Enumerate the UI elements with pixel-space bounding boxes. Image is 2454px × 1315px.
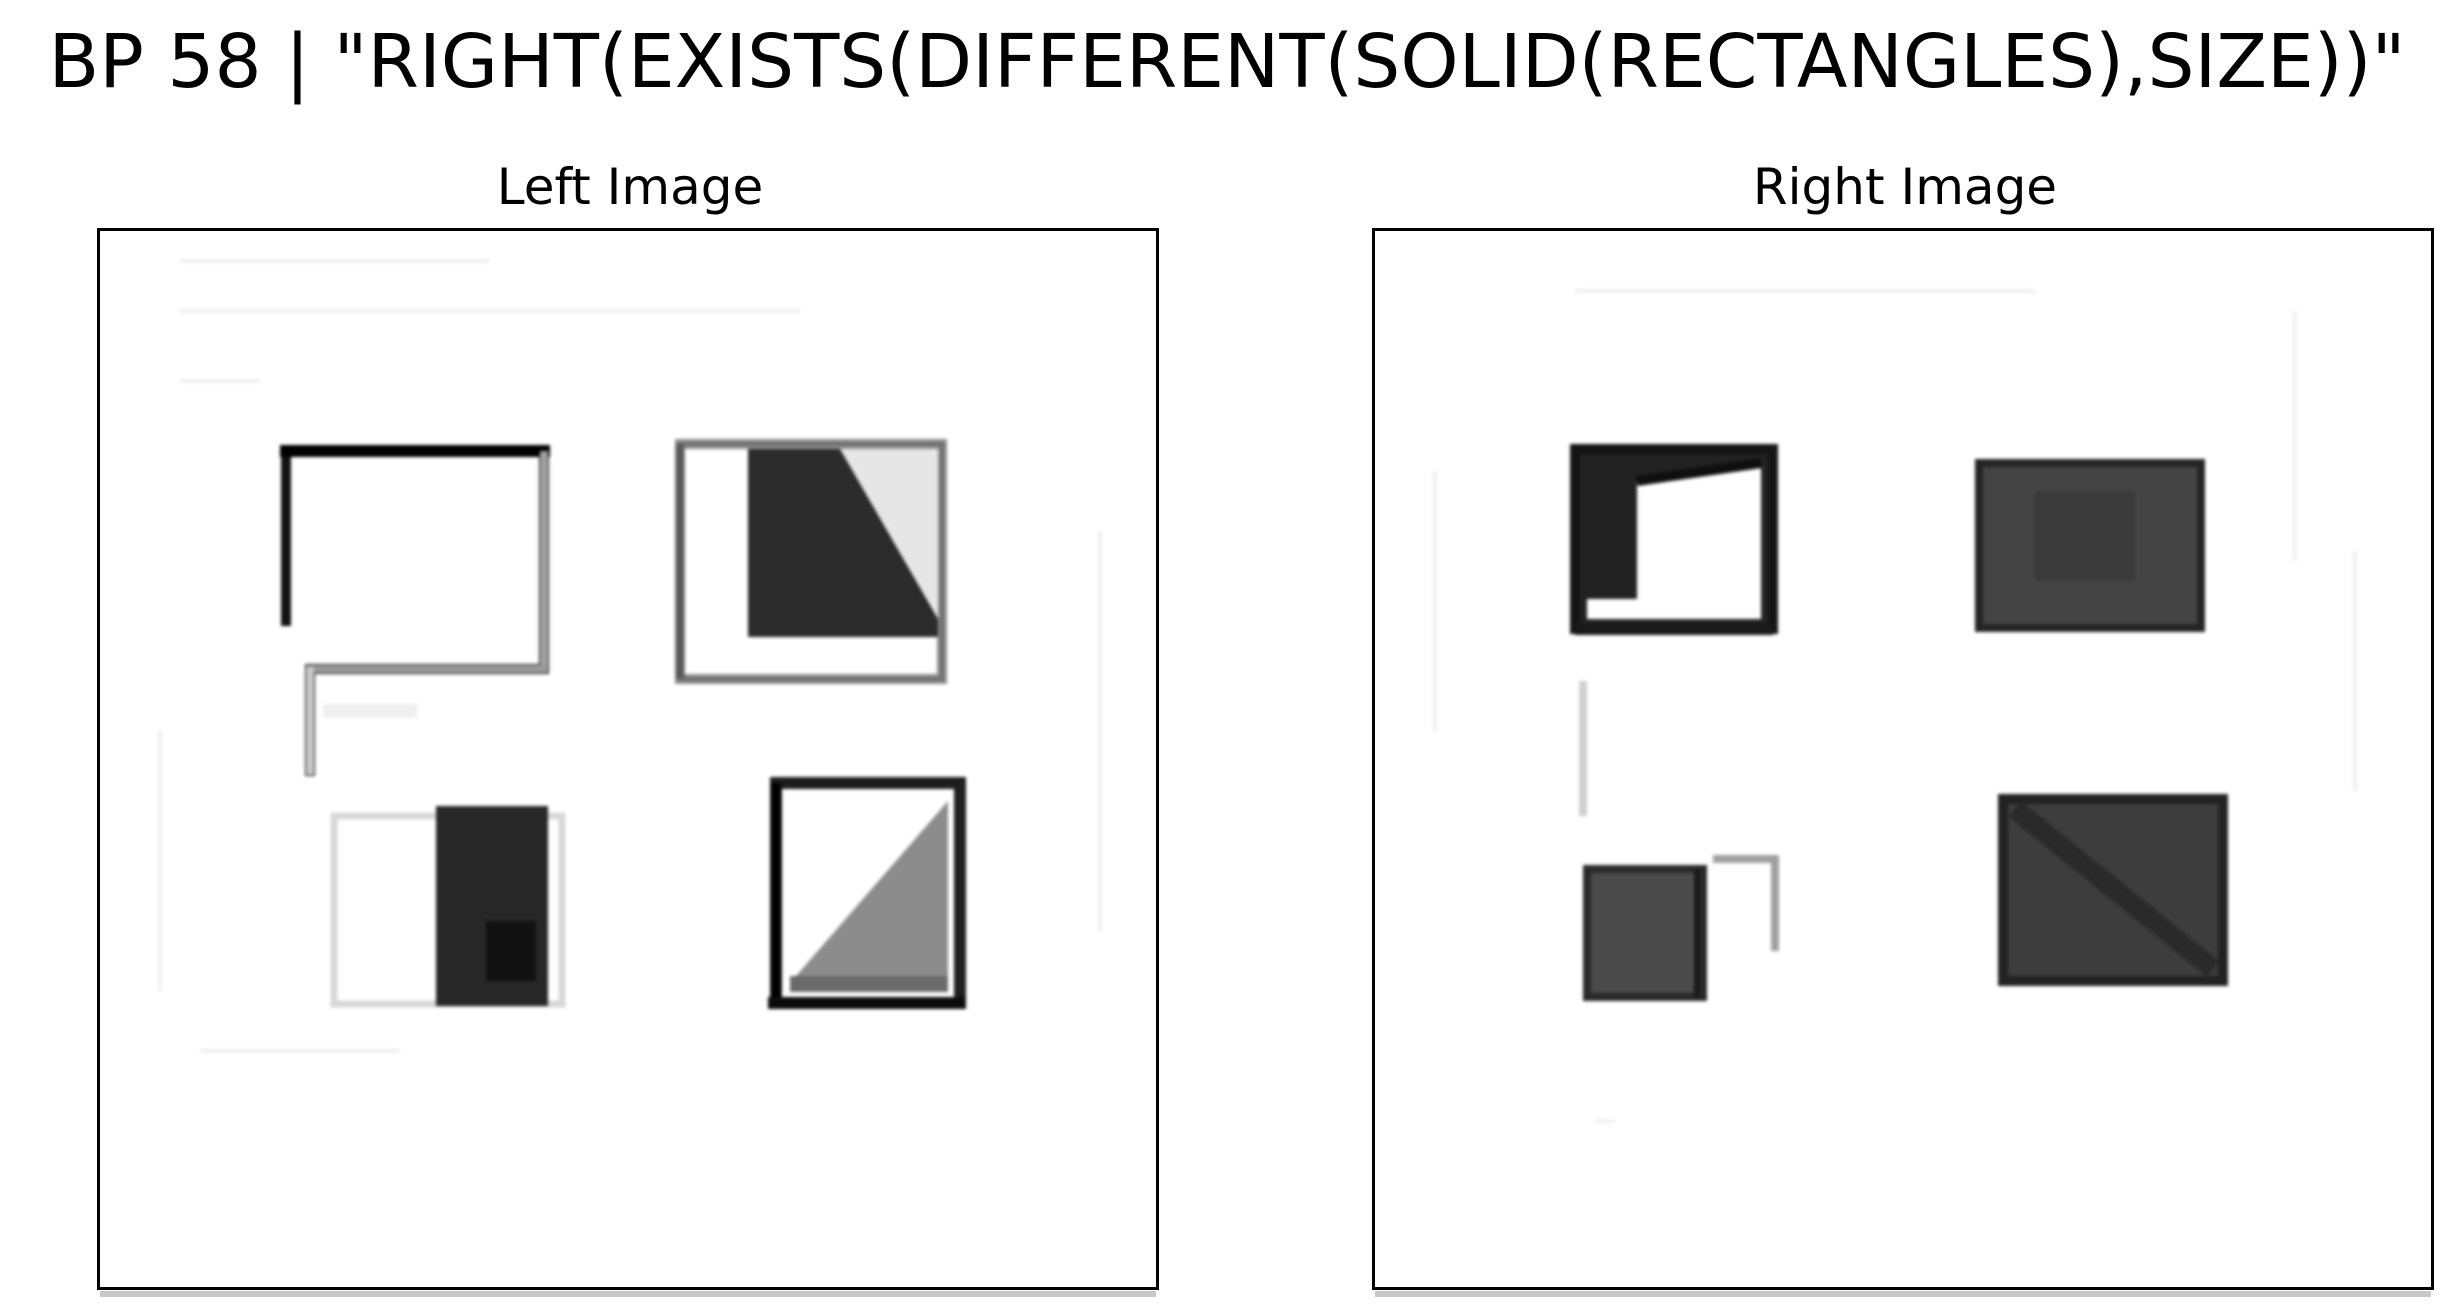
figure-title: BP 58 | "RIGHT(EXISTS(DIFFERENT(SOLID(RE…: [48, 19, 2406, 105]
left-shape-solid-rectangle: [330, 806, 566, 1008]
left-image-panel: [97, 228, 1159, 1297]
left-image-canvas: [158, 259, 1102, 1053]
left-faint-texture: [158, 259, 1102, 1053]
right-panel-title: Right Image: [1752, 158, 2058, 216]
right-shape-solid-square-small: [1583, 855, 1779, 1001]
left-panel-title: Left Image: [496, 158, 764, 216]
left-shape-outline-rectangle: [280, 445, 550, 776]
left-panel-baseline: [100, 1291, 1156, 1297]
right-shape-square-l-notch: [1570, 444, 1778, 816]
right-shape-solid-rectangle-bottom: [1998, 794, 2228, 986]
left-shape-square-dark-triangle: [675, 439, 947, 684]
left-shape-square-gray-triangle: [768, 777, 966, 1009]
right-image-canvas: [1433, 289, 2357, 1123]
right-shape-solid-rectangle-top: [1975, 459, 2205, 632]
right-image-panel: [1372, 228, 2434, 1297]
right-faint-texture: [1433, 289, 2357, 1123]
right-panel-baseline: [1375, 1291, 2431, 1297]
